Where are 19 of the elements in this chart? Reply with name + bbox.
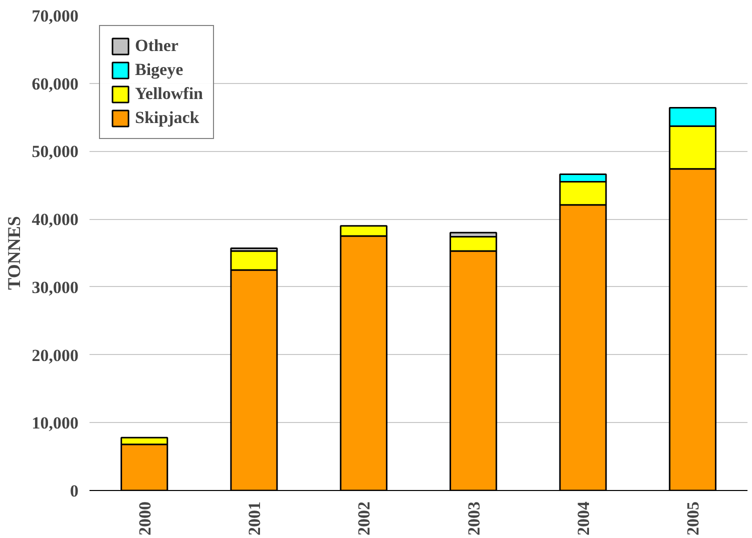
y-tick-label: 50,000	[32, 142, 78, 162]
x-tick-label: 2000	[135, 502, 154, 536]
legend-label: Bigeye	[135, 60, 184, 80]
y-tick-label: 70,000	[32, 6, 78, 26]
x-tick-label: 2004	[574, 501, 593, 536]
legend-label: Other	[135, 36, 178, 56]
x-tick-label: 2003	[464, 502, 484, 536]
legend-label: Skipjack	[135, 108, 200, 128]
x-tick-label: 2005	[684, 502, 703, 536]
legend-label: Yellowfin	[135, 84, 203, 104]
y-tick-label: 20,000	[32, 346, 78, 365]
y-axis-title: TONNES	[4, 216, 24, 290]
x-tick-label: 2002	[354, 502, 374, 536]
y-tick-label: 30,000	[32, 278, 78, 297]
y-tick-label: 40,000	[32, 210, 78, 230]
y-tick-label: 60,000	[32, 74, 78, 94]
y-tick-label: 0	[70, 482, 78, 500]
x-tick-label: 2001	[245, 502, 264, 536]
y-tick-label: 10,000	[32, 414, 78, 433]
